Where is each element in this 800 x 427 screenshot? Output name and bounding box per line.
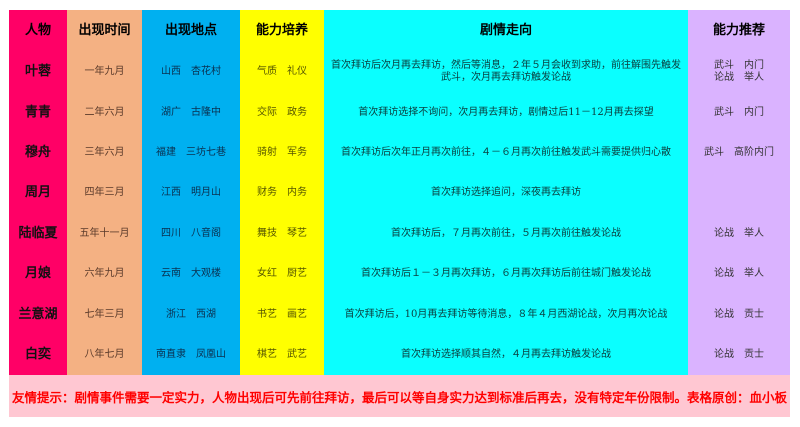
cell-location: 浙江 西湖 — [142, 294, 240, 335]
cell-location: 南直隶 凤凰山 — [142, 334, 240, 376]
header-time: 出现时间 — [67, 10, 142, 52]
cell-plot: 首次拜访后１－３月再次拜访，６月再次拜访后前往城门触发论战 — [324, 253, 688, 295]
cell-time: 八年七月 — [67, 334, 142, 376]
header-plot: 剧情走向 — [324, 10, 688, 52]
cell-plot: 首次拜访后次年正月再次前往，４－６月再次前往触发武斗需要提供归心散 — [324, 132, 688, 174]
cell-time: 四年三月 — [67, 173, 142, 214]
cell-location: 江西 明月山 — [142, 173, 240, 214]
header-location: 出现地点 — [142, 10, 240, 52]
cell-plot: 首次拜访后，10月再去拜访等待消息，８年４月西湖论战，次月再次论战 — [324, 294, 688, 335]
cell-recommend: 论战 贡士 — [688, 294, 790, 335]
cell-character: 白奕 — [9, 334, 67, 376]
cell-plot: 首次拜访后次月再去拜访，然后等消息，２年５月会收到求助，前往解围先触发武斗，次月… — [324, 52, 688, 93]
cell-skills: 棋艺 武艺 — [240, 334, 324, 376]
cell-skills: 交际 政务 — [240, 92, 324, 133]
cell-location: 山西 杏花村 — [142, 52, 240, 93]
cell-skills: 骑射 军务 — [240, 132, 324, 174]
header-recommend: 能力推荐 — [688, 10, 790, 52]
cell-location: 云南 大观楼 — [142, 253, 240, 295]
cell-character: 叶蓉 — [9, 52, 67, 93]
character-table: 人物 出现时间 出现地点 能力培养 剧情走向 能力推荐 叶蓉 一年九月 山西 杏花村… — [9, 10, 790, 376]
header-character: 人物 — [9, 10, 67, 52]
cell-recommend: 武斗 高阶内门 — [688, 132, 790, 174]
cell-location: 四川 八音阁 — [142, 213, 240, 254]
cell-recommend: 论战 举人 — [688, 253, 790, 295]
cell-character: 兰意湖 — [9, 294, 67, 335]
cell-skills: 财务 内务 — [240, 173, 324, 214]
cell-time: 一年九月 — [67, 52, 142, 93]
cell-time: 七年三月 — [67, 294, 142, 335]
cell-character: 周月 — [9, 173, 67, 214]
cell-skills: 舞技 琴艺 — [240, 213, 324, 254]
cell-recommend: 武斗 内门 论战 举人 — [688, 52, 790, 93]
cell-location: 福建 三坊七巷 — [142, 132, 240, 174]
cell-skills: 气质 礼仪 — [240, 52, 324, 93]
cell-recommend — [688, 173, 790, 214]
cell-skills: 书艺 画艺 — [240, 294, 324, 335]
cell-location: 湖广 古隆中 — [142, 92, 240, 133]
cell-character: 月娘 — [9, 253, 67, 295]
cell-character: 青青 — [9, 92, 67, 133]
cell-time: 五年十一月 — [67, 213, 142, 254]
cell-plot: 首次拜访选择顺其自然，４月再去拜访触发论战 — [324, 334, 688, 376]
cell-recommend: 武斗 内门 — [688, 92, 790, 133]
cell-time: 六年九月 — [67, 253, 142, 295]
cell-plot: 首次拜访选择追问，深夜再去拜访 — [324, 173, 688, 214]
cell-time: 三年六月 — [67, 132, 142, 174]
cell-time: 二年六月 — [67, 92, 142, 133]
cell-plot: 首次拜访选择不询问，次月再去拜访，剧情过后11－12月再去探望 — [324, 92, 688, 133]
cell-recommend: 论战 贡士 — [688, 334, 790, 376]
cell-character: 穆舟 — [9, 132, 67, 174]
cell-character: 陆临夏 — [9, 213, 67, 254]
footer-tip: 友情提示：剧情事件需要一定实力，人物出现后可先前往拜访，最后可以等自身实力达到标… — [9, 375, 790, 417]
cell-recommend: 论战 举人 — [688, 213, 790, 254]
header-skills: 能力培养 — [240, 10, 324, 52]
cell-skills: 女红 厨艺 — [240, 253, 324, 295]
cell-plot: 首次拜访后，７月再次前往，５月再次前往触发论战 — [324, 213, 688, 254]
